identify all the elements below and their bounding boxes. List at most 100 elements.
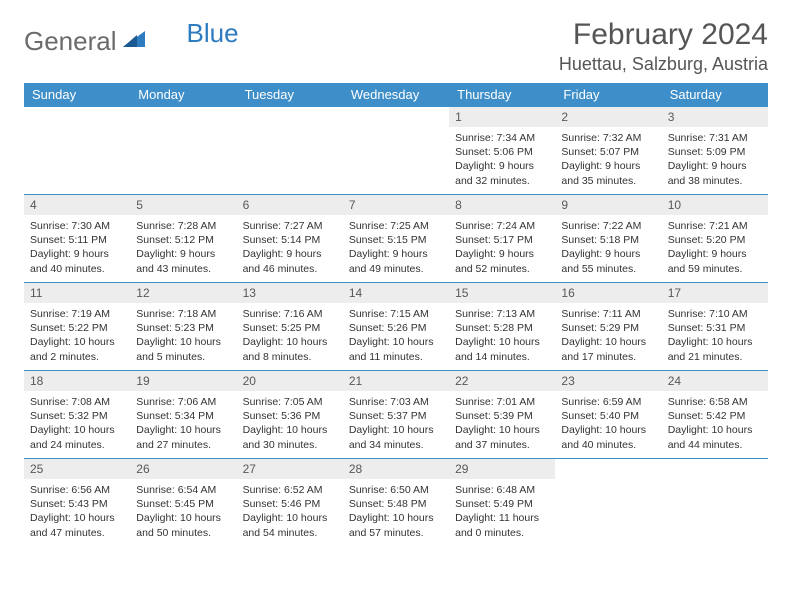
sunset-line: Sunset: 5:14 PM: [243, 233, 337, 247]
sunrise-line: Sunrise: 7:34 AM: [455, 131, 549, 145]
location-subtitle: Huettau, Salzburg, Austria: [559, 54, 768, 75]
day-details: Sunrise: 7:06 AMSunset: 5:34 PMDaylight:…: [130, 391, 236, 456]
day-details: Sunrise: 7:15 AMSunset: 5:26 PMDaylight:…: [343, 303, 449, 368]
sunset-line: Sunset: 5:40 PM: [561, 409, 655, 423]
daylight-line: Daylight: 10 hours and 54 minutes.: [243, 511, 337, 539]
sunset-line: Sunset: 5:07 PM: [561, 145, 655, 159]
brand-triangle-icon: [123, 29, 149, 54]
sunrise-line: Sunrise: 6:56 AM: [30, 483, 124, 497]
calendar-day-cell: 12Sunrise: 7:18 AMSunset: 5:23 PMDayligh…: [130, 283, 236, 371]
sunrise-line: Sunrise: 6:59 AM: [561, 395, 655, 409]
calendar-day-cell: 18Sunrise: 7:08 AMSunset: 5:32 PMDayligh…: [24, 371, 130, 459]
day-number: 16: [555, 283, 661, 303]
sunrise-line: Sunrise: 6:52 AM: [243, 483, 337, 497]
day-details: Sunrise: 7:10 AMSunset: 5:31 PMDaylight:…: [662, 303, 768, 368]
sunset-line: Sunset: 5:31 PM: [668, 321, 762, 335]
sunrise-line: Sunrise: 7:15 AM: [349, 307, 443, 321]
day-details: Sunrise: 7:01 AMSunset: 5:39 PMDaylight:…: [449, 391, 555, 456]
sunset-line: Sunset: 5:29 PM: [561, 321, 655, 335]
day-details: Sunrise: 6:58 AMSunset: 5:42 PMDaylight:…: [662, 391, 768, 456]
sunset-line: Sunset: 5:20 PM: [668, 233, 762, 247]
sunrise-line: Sunrise: 7:27 AM: [243, 219, 337, 233]
day-number: 12: [130, 283, 236, 303]
calendar-day-cell: 3Sunrise: 7:31 AMSunset: 5:09 PMDaylight…: [662, 107, 768, 195]
sunrise-line: Sunrise: 7:31 AM: [668, 131, 762, 145]
daylight-line: Daylight: 10 hours and 27 minutes.: [136, 423, 230, 451]
daylight-line: Daylight: 9 hours and 59 minutes.: [668, 247, 762, 275]
day-number: 5: [130, 195, 236, 215]
day-details: Sunrise: 7:03 AMSunset: 5:37 PMDaylight:…: [343, 391, 449, 456]
sunset-line: Sunset: 5:48 PM: [349, 497, 443, 511]
calendar-day-cell: 24Sunrise: 6:58 AMSunset: 5:42 PMDayligh…: [662, 371, 768, 459]
day-number: 2: [555, 107, 661, 127]
day-number: 23: [555, 371, 661, 391]
day-number: 11: [24, 283, 130, 303]
daylight-line: Daylight: 10 hours and 11 minutes.: [349, 335, 443, 363]
day-number: 28: [343, 459, 449, 479]
sunset-line: Sunset: 5:25 PM: [243, 321, 337, 335]
day-number: 15: [449, 283, 555, 303]
day-details: Sunrise: 7:19 AMSunset: 5:22 PMDaylight:…: [24, 303, 130, 368]
day-number: 8: [449, 195, 555, 215]
weekday-header: Saturday: [662, 83, 768, 107]
day-details: Sunrise: 7:28 AMSunset: 5:12 PMDaylight:…: [130, 215, 236, 280]
day-number: 1: [449, 107, 555, 127]
day-details: Sunrise: 6:54 AMSunset: 5:45 PMDaylight:…: [130, 479, 236, 544]
calendar-day-cell: 8Sunrise: 7:24 AMSunset: 5:17 PMDaylight…: [449, 195, 555, 283]
day-number: 26: [130, 459, 236, 479]
day-details: Sunrise: 7:31 AMSunset: 5:09 PMDaylight:…: [662, 127, 768, 192]
day-details: Sunrise: 7:18 AMSunset: 5:23 PMDaylight:…: [130, 303, 236, 368]
calendar-day-cell: [343, 107, 449, 195]
sunrise-line: Sunrise: 6:58 AM: [668, 395, 762, 409]
day-number: 27: [237, 459, 343, 479]
weekday-header: Friday: [555, 83, 661, 107]
day-details: Sunrise: 7:21 AMSunset: 5:20 PMDaylight:…: [662, 215, 768, 280]
calendar-day-cell: 21Sunrise: 7:03 AMSunset: 5:37 PMDayligh…: [343, 371, 449, 459]
calendar-week-row: 4 Sunrise: 7:30 AMSunset: 5:11 PM Daylight…: [24, 195, 768, 283]
calendar-day-cell: [237, 107, 343, 195]
calendar-day-cell: 22Sunrise: 7:01 AMSunset: 5:39 PMDayligh…: [449, 371, 555, 459]
daylight-line: Daylight: 10 hours and 5 minutes.: [136, 335, 230, 363]
day-details: Sunrise: 7:11 AMSunset: 5:29 PMDaylight:…: [555, 303, 661, 368]
brand-text-1: General: [24, 26, 117, 57]
sunset-line: Sunset: 5:39 PM: [455, 409, 549, 423]
sunrise-line: Sunrise: 7:11 AM: [561, 307, 655, 321]
calendar-day-cell: 20Sunrise: 7:05 AMSunset: 5:36 PMDayligh…: [237, 371, 343, 459]
sunset-line: Sunset: 5:43 PM: [30, 497, 124, 511]
daylight-line: Daylight: 10 hours and 40 minutes.: [561, 423, 655, 451]
day-number: 7: [343, 195, 449, 215]
day-number: 19: [130, 371, 236, 391]
calendar-day-cell: [130, 107, 236, 195]
sunrise-line: Sunrise: 7:06 AM: [136, 395, 230, 409]
day-details: Sunrise: 7:32 AMSunset: 5:07 PMDaylight:…: [555, 127, 661, 192]
day-details: Sunrise: 7:05 AMSunset: 5:36 PMDaylight:…: [237, 391, 343, 456]
sunrise-line: Sunrise: 7:30 AM: [30, 219, 124, 233]
day-number: 24: [662, 371, 768, 391]
day-number: 29: [449, 459, 555, 479]
weekday-header: Sunday: [24, 83, 130, 107]
daylight-line: Daylight: 9 hours and 43 minutes.: [136, 247, 230, 275]
calendar-day-cell: 27Sunrise: 6:52 AMSunset: 5:46 PMDayligh…: [237, 459, 343, 547]
day-number: 4: [24, 195, 130, 215]
daylight-line: Daylight: 10 hours and 37 minutes.: [455, 423, 549, 451]
calendar-day-cell: 29Sunrise: 6:48 AMSunset: 5:49 PMDayligh…: [449, 459, 555, 547]
calendar-day-cell: [24, 107, 130, 195]
day-details: Sunrise: 7:25 AMSunset: 5:15 PMDaylight:…: [343, 215, 449, 280]
daylight-line: Daylight: 10 hours and 17 minutes.: [561, 335, 655, 363]
calendar-day-cell: 26Sunrise: 6:54 AMSunset: 5:45 PMDayligh…: [130, 459, 236, 547]
day-details: Sunrise: 7:22 AMSunset: 5:18 PMDaylight:…: [555, 215, 661, 280]
sunset-line: Sunset: 5:09 PM: [668, 145, 762, 159]
sunset-line: Sunset: 5:15 PM: [349, 233, 443, 247]
calendar-day-cell: 13Sunrise: 7:16 AMSunset: 5:25 PMDayligh…: [237, 283, 343, 371]
calendar-day-cell: 28Sunrise: 6:50 AMSunset: 5:48 PMDayligh…: [343, 459, 449, 547]
sunset-line: Sunset: 5:42 PM: [668, 409, 762, 423]
calendar-week-row: 18Sunrise: 7:08 AMSunset: 5:32 PMDayligh…: [24, 371, 768, 459]
daylight-line: Daylight: 9 hours and 38 minutes.: [668, 159, 762, 187]
sunset-line: Sunset: 5:17 PM: [455, 233, 549, 247]
daylight-line: Daylight: 11 hours and 0 minutes.: [455, 511, 549, 539]
sunset-line: Sunset: 5:11 PM: [30, 233, 124, 247]
weekday-header: Monday: [130, 83, 236, 107]
daylight-line: Daylight: 10 hours and 8 minutes.: [243, 335, 337, 363]
day-number: 6: [237, 195, 343, 215]
calendar-day-cell: 2Sunrise: 7:32 AMSunset: 5:07 PMDaylight…: [555, 107, 661, 195]
